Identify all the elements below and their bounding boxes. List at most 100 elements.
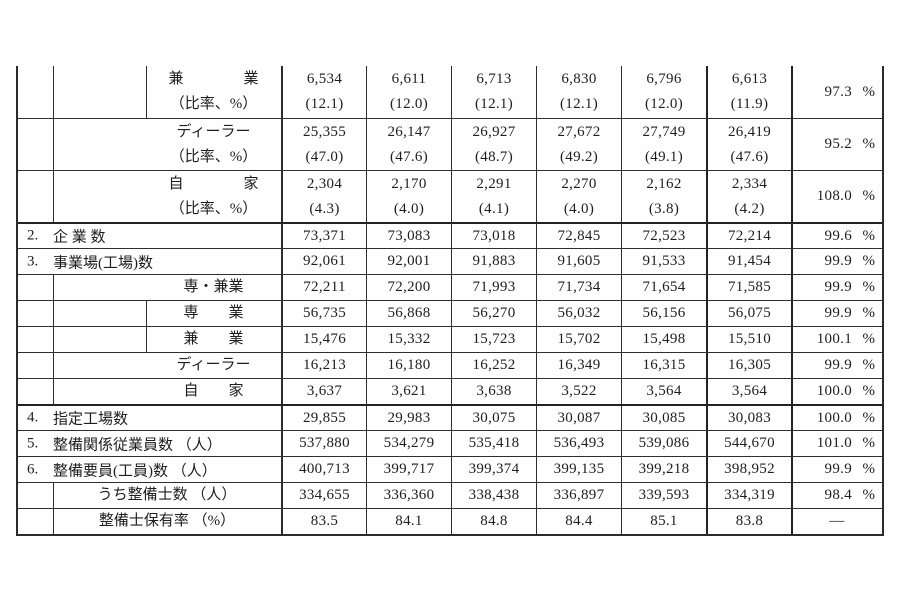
- ratio-cell: 101.0%: [791, 431, 886, 456]
- value-cell: 91,533: [621, 249, 706, 274]
- cell-subvalue: (12.1): [305, 96, 344, 112]
- row-sublabel-text: （比率、%）: [169, 96, 258, 112]
- table-row-sen-kengyo: 専・兼業 72,211 72,200 71,993 71,734 71,654 …: [18, 274, 882, 300]
- value-cell: 3,564: [621, 379, 706, 404]
- ratio-cell: 97.3%: [791, 66, 886, 118]
- value-cell: 56,735: [281, 301, 366, 326]
- ratio-value: 100.0: [816, 383, 852, 399]
- row-label-cell: 整備士保有率 （%）: [18, 509, 281, 534]
- ratio-cell: 99.9%: [791, 275, 886, 300]
- statistics-table: 兼 業 （比率、%） 6,534 (12.1) 6,611 (12.0) 6,713…: [16, 66, 884, 536]
- row-label: うち整備士数 （人）: [53, 483, 281, 508]
- value-cell: 91,883: [451, 249, 536, 274]
- value-cell: 92,061: [281, 249, 366, 274]
- row-label-cell: うち整備士数 （人）: [18, 483, 281, 508]
- cell-value: 27,749: [642, 123, 686, 140]
- table-row-jigyojo: 3. 事業場(工場)数 92,061 92,001 91,883 91,605 …: [18, 248, 882, 274]
- value-cell: 3,621: [366, 379, 451, 404]
- cell-subvalue: (4.0): [393, 200, 425, 217]
- value-cell: 91,605: [536, 249, 621, 274]
- value-cell: 6,830 (12.1): [536, 66, 621, 118]
- value-cell: 2,304 (4.3): [281, 171, 366, 222]
- row-label-cell: 自 家 （比率、%）: [18, 171, 281, 222]
- value-cell: 84.1: [366, 509, 451, 534]
- cell-value: 26,419: [727, 123, 772, 140]
- cell-value: 26,147: [387, 123, 431, 140]
- value-cell: 2,162 (3.8): [621, 171, 706, 222]
- ratio-unit: %: [862, 136, 876, 152]
- value-cell: 25,355 (47.0): [281, 119, 366, 170]
- row-label-text: 専 業: [183, 305, 244, 321]
- cell-value: 2,270: [561, 175, 597, 192]
- value-cell: 16,305: [706, 353, 791, 378]
- cell-value: 2,162: [646, 175, 682, 192]
- cell-subvalue: (4.3): [309, 200, 340, 217]
- row-label-text: 兼 業: [183, 331, 244, 347]
- value-cell: 6,613 (11.9): [706, 66, 791, 118]
- cell-value: 6,796: [646, 71, 682, 87]
- row-label-text: 整備関係従業員数 （人）: [53, 437, 222, 453]
- row-number: 4.: [27, 409, 39, 426]
- value-cell: 3,637: [281, 379, 366, 404]
- ratio-cell: 99.9%: [791, 353, 886, 378]
- row-label: 専・兼業: [146, 275, 281, 300]
- cell-value: 6,713: [476, 71, 512, 87]
- ratio-value: 97.3: [824, 83, 852, 100]
- value-cell: 399,218: [621, 457, 706, 482]
- value-cell: 30,083: [706, 406, 791, 430]
- cell-subvalue: (12.1): [474, 96, 514, 112]
- value-cell: 15,510: [706, 327, 791, 352]
- value-cell: 71,654: [621, 275, 706, 300]
- ratio-value: 99.9: [824, 357, 852, 373]
- row-label-text: 整備要員(工員)数 （人）: [53, 463, 217, 479]
- cell-subvalue: (49.2): [559, 148, 599, 165]
- value-cell: 91,454: [706, 249, 791, 274]
- row-label-text: 事業場(工場)数: [53, 255, 153, 271]
- cell-subvalue: (12.0): [389, 96, 429, 112]
- value-cell: 3,564: [706, 379, 791, 404]
- ratio-unit: %: [862, 357, 876, 373]
- row-label-cell: 兼 業 （比率、%）: [18, 66, 281, 118]
- value-cell: 56,075: [706, 301, 791, 326]
- ratio-unit: %: [862, 305, 876, 321]
- value-cell: 56,270: [451, 301, 536, 326]
- row-label-text: 指定工場数: [53, 411, 129, 428]
- value-cell: 72,211: [281, 275, 366, 300]
- row-label: ディーラー: [146, 353, 281, 378]
- row-label-cell: 兼 業: [18, 327, 281, 352]
- value-cell: 72,523: [621, 224, 706, 248]
- ratio-cell: 99.9%: [791, 249, 886, 274]
- ratio-value: 99.6: [824, 227, 852, 244]
- value-cell: 15,498: [621, 327, 706, 352]
- value-cell: 84.8: [451, 509, 536, 534]
- row-label-text: ディーラー: [176, 357, 251, 373]
- value-cell: 16,349: [536, 353, 621, 378]
- row-label: 兼 業: [146, 327, 281, 352]
- ratio-value: ―: [829, 513, 845, 529]
- ratio-cell: 95.2%: [791, 119, 886, 170]
- cell-subvalue: (3.8): [648, 200, 680, 217]
- value-cell: 30,085: [621, 406, 706, 430]
- value-cell: 73,083: [366, 224, 451, 248]
- cell-value: 26,927: [472, 123, 516, 140]
- row-number: 2.: [27, 227, 39, 244]
- value-cell: 84.4: [536, 509, 621, 534]
- value-cell: 27,672 (49.2): [536, 119, 621, 170]
- cell-subvalue: (47.0): [305, 148, 344, 165]
- cell-subvalue: (12.0): [644, 96, 684, 112]
- ratio-unit: %: [862, 83, 876, 100]
- row-label-cell: 専 業: [18, 301, 281, 326]
- value-cell: 56,032: [536, 301, 621, 326]
- row-label-cell: 6. 整備要員(工員)数 （人）: [18, 457, 281, 482]
- ratio-unit: %: [862, 331, 876, 347]
- row-label: 専 業: [146, 301, 281, 326]
- value-cell: 72,200: [366, 275, 451, 300]
- ratio-value: 98.4: [824, 487, 852, 503]
- cell-value: 27,672: [557, 123, 601, 140]
- value-cell: 339,593: [621, 483, 706, 508]
- row-label-text: 整備士保有率 （%）: [98, 513, 236, 529]
- table-row-shitei-kojo: 4. 指定工場数 29,855 29,983 30,075 30,087 30,…: [18, 404, 882, 430]
- table-row-kengyo: 兼 業 15,476 15,332 15,723 15,702 15,498 1…: [18, 326, 882, 352]
- table-row-jika: 自 家 3,637 3,621 3,638 3,522 3,564 3,564 …: [18, 378, 882, 404]
- ratio-cell: 100.0%: [791, 379, 886, 404]
